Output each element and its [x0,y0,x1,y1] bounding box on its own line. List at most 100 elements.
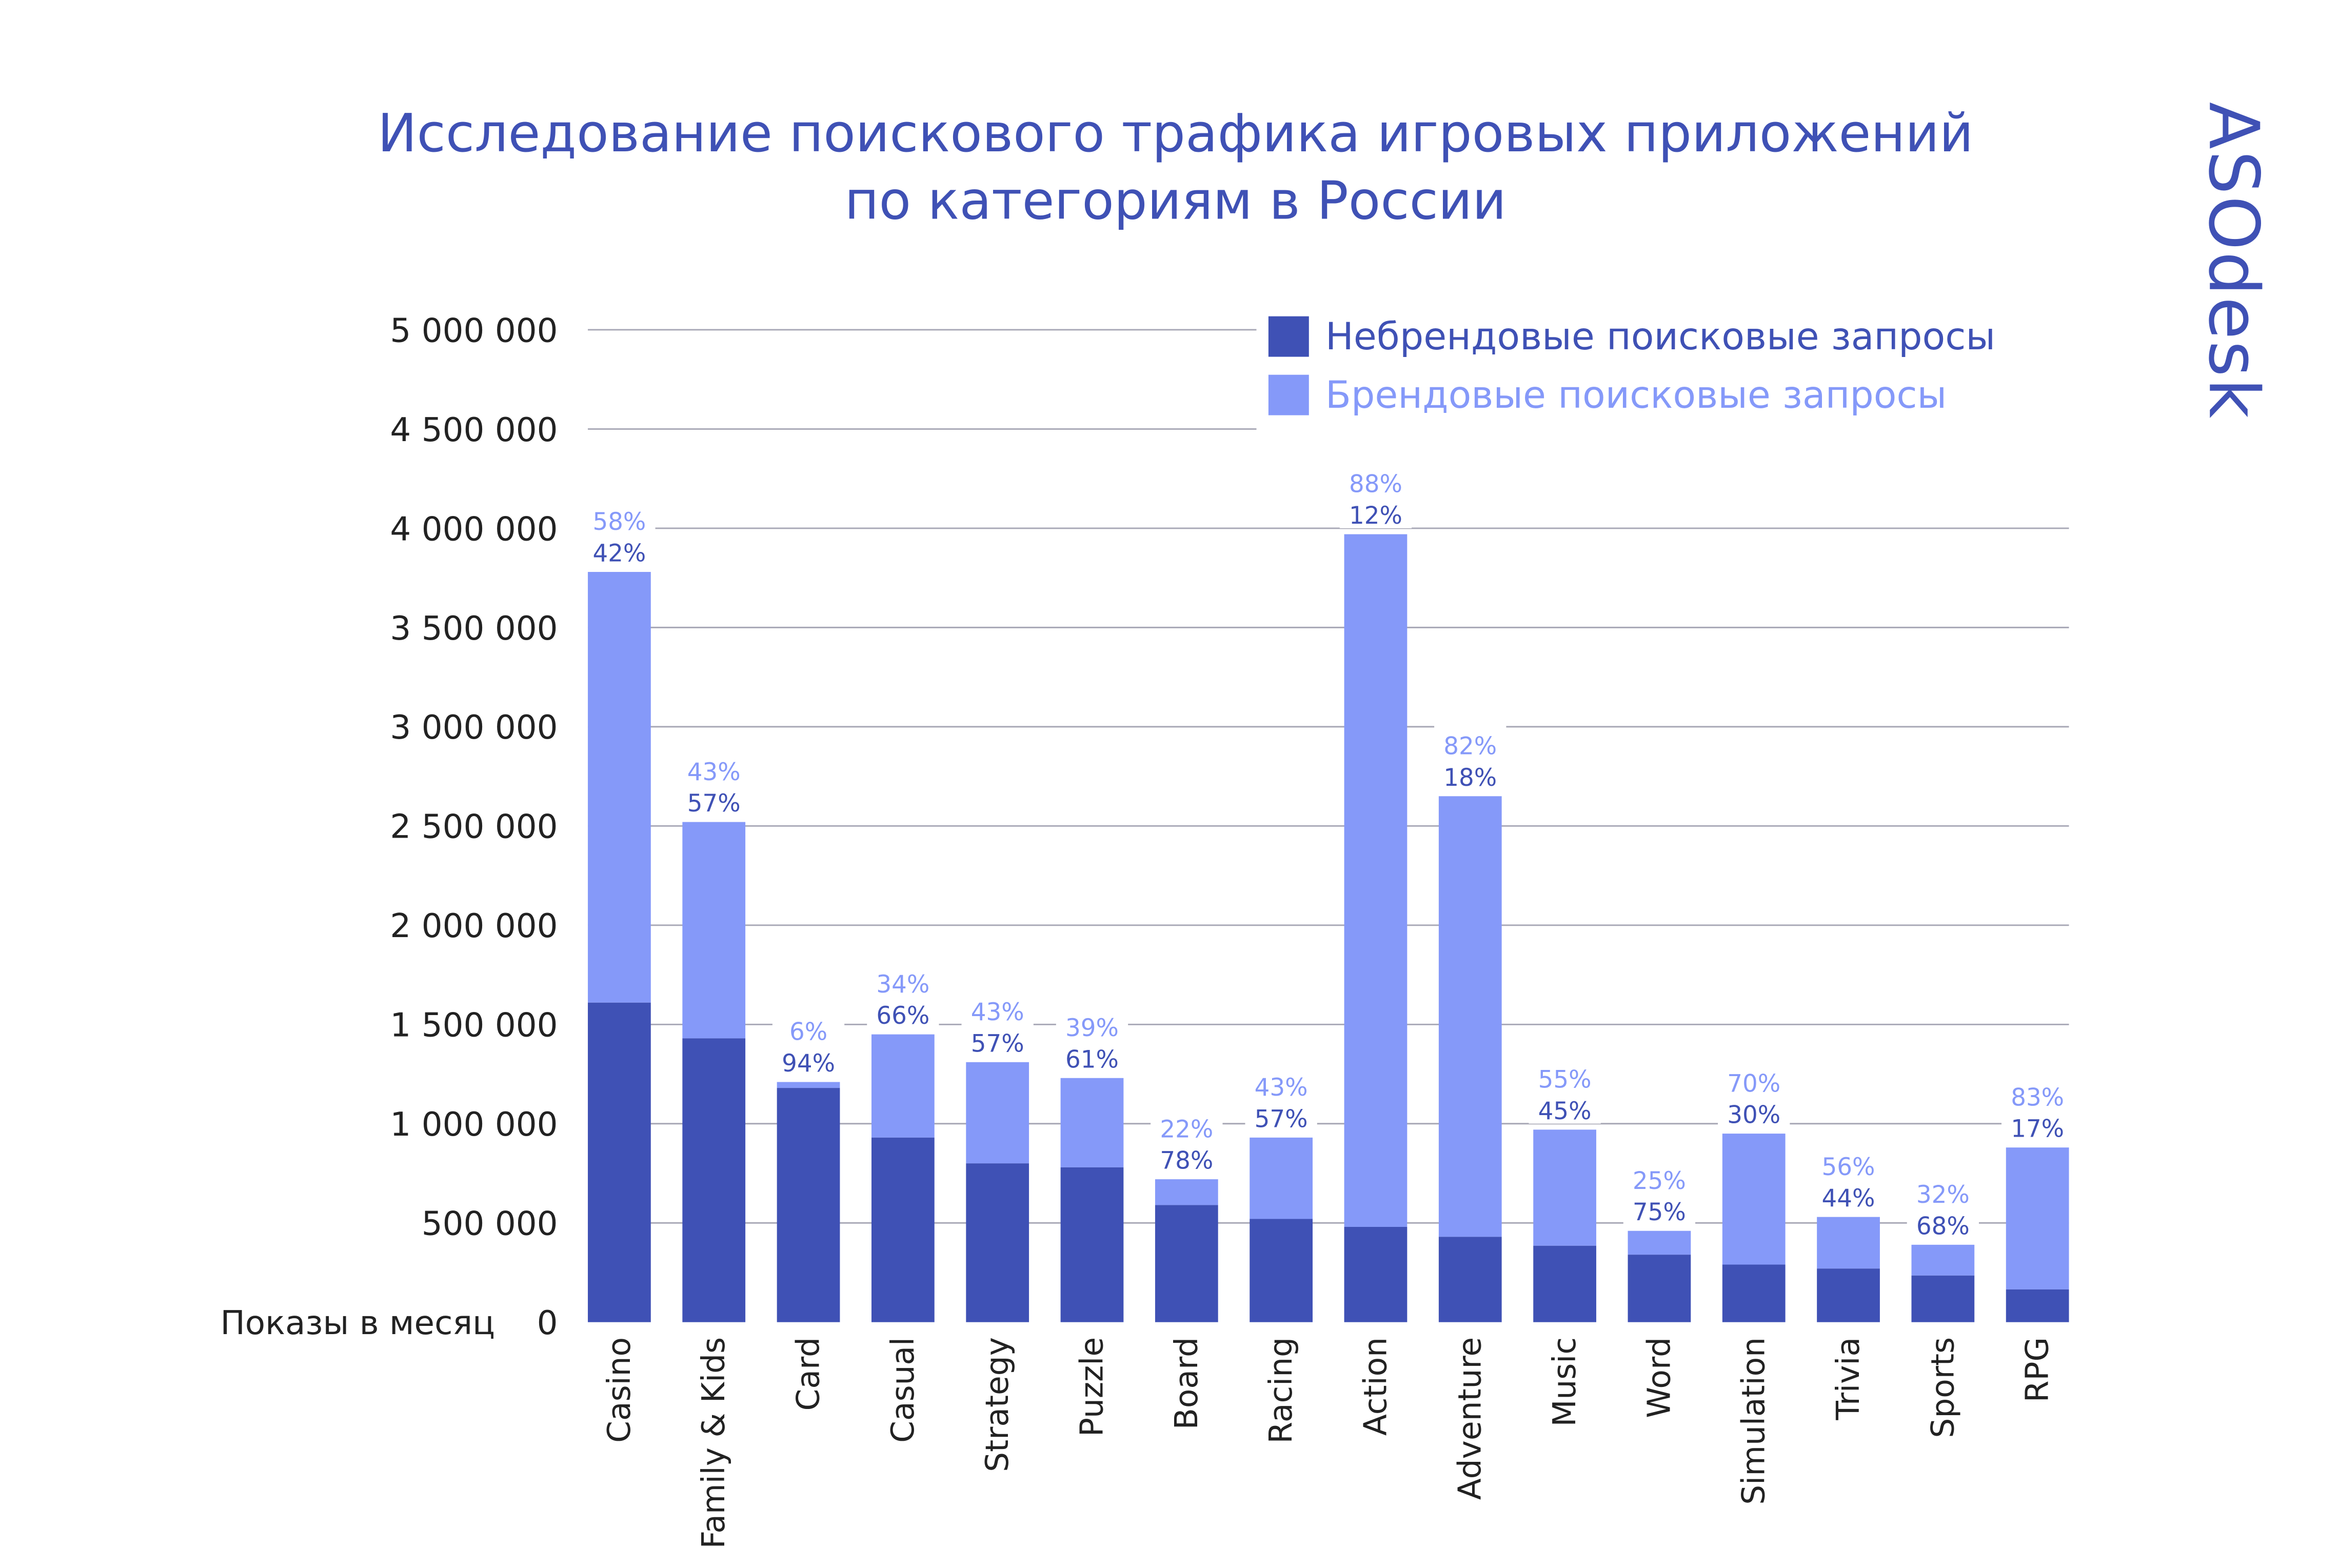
bar-brand [966,1062,1029,1164]
percent-label-brand: 55% [1538,1066,1592,1094]
bar-nonbrand [2006,1289,2069,1322]
category-label: Casual [885,1337,921,1443]
bar-nonbrand [1911,1275,1975,1322]
label-background [1907,1169,1979,1239]
label-background [1245,1062,1317,1132]
bar-brand [1533,1129,1596,1246]
percent-label-brand: 43% [1255,1074,1308,1102]
percent-label-brand: 39% [1065,1015,1119,1042]
bar-nonbrand [871,1137,935,1322]
category-label: RPG [2019,1337,2056,1402]
bar-nonbrand [1155,1205,1218,1322]
chart-title-line-1: Исследование поискового трафика игровых … [378,103,1973,164]
percent-label-brand: 25% [1633,1167,1686,1195]
bar-nonbrand [966,1163,1029,1322]
bar-brand [1155,1179,1218,1205]
bar-brand [1722,1134,1786,1265]
bar-brand [1438,796,1502,1237]
percent-label-nonbrand: 45% [1538,1098,1592,1125]
percent-label-nonbrand: 57% [687,790,741,818]
y-tick-label: 5 000 000 [390,311,558,350]
bar-brand [1344,534,1408,1227]
bar-nonbrand [1060,1167,1124,1322]
y-tick-label: 2 500 000 [390,808,558,846]
legend-label-brand: Брендовые поисковые запросы [1325,373,1947,417]
percent-label-brand: 70% [1727,1070,1780,1098]
bar-brand [1628,1230,1691,1255]
bar-nonbrand [682,1038,746,1322]
label-background [1529,1055,1601,1124]
percent-label-nonbrand: 61% [1065,1046,1119,1074]
percent-label-brand: 32% [1916,1181,1970,1209]
label-background [1623,1156,1696,1225]
percent-label-nonbrand: 12% [1349,502,1402,530]
category-label: Simulation [1736,1337,1772,1505]
y-tick-label: 2 000 000 [390,907,558,945]
percent-label-nonbrand: 78% [1160,1147,1213,1175]
label-background [1151,1104,1223,1174]
bar-nonbrand [588,1002,651,1322]
percent-label-nonbrand: 57% [1255,1105,1308,1133]
category-label: Casino [601,1337,638,1443]
percent-label-brand: 83% [2011,1084,2064,1112]
label-background [1812,1142,1885,1211]
bar-nonbrand [1533,1245,1596,1322]
percent-label-nonbrand: 66% [876,1002,929,1030]
y-tick-label: 1 000 000 [390,1105,558,1144]
bar-nonbrand [777,1088,840,1322]
percent-label-brand: 56% [1822,1154,1875,1181]
label-background [2001,1073,2074,1142]
category-label: Music [1547,1337,1583,1427]
y-tick-label: 0 [537,1304,558,1342]
percent-label-brand: 34% [876,971,929,999]
category-label: Action [1357,1337,1394,1436]
percent-label-nonbrand: 42% [592,540,646,568]
percent-label-brand: 43% [687,759,741,786]
y-tick-label: 4 500 000 [390,411,558,449]
category-label: Puzzle [1074,1337,1110,1437]
bar-brand [871,1034,935,1138]
category-label: Strategy [979,1337,1016,1472]
y-tick-label: 1 500 000 [390,1006,558,1045]
bar-brand [588,572,651,1003]
bar-nonbrand [1344,1226,1408,1322]
bar-brand [777,1082,840,1088]
bar-brand [1060,1078,1124,1167]
percent-label-nonbrand: 30% [1727,1102,1780,1129]
percent-label-brand: 6% [789,1019,827,1046]
legend-swatch-brand [1268,374,1309,415]
category-label: Racing [1263,1337,1299,1444]
y-axis: 0 500 000 1 000 000 1 500 000 2 000 000 2 500… [390,311,558,1342]
percent-label-brand: 43% [971,999,1024,1026]
label-background [678,747,750,816]
bar-brand [1817,1217,1880,1269]
y-tick-label: 500 000 [422,1205,558,1243]
category-label: Word [1641,1337,1677,1418]
percent-label-brand: 88% [1349,471,1402,499]
category-label: Adventure [1452,1337,1489,1500]
percent-label-brand: 58% [592,508,646,536]
bar-nonbrand [1722,1264,1786,1322]
category-label: Trivia [1830,1337,1867,1421]
legend-swatch-nonbrand [1268,316,1309,357]
bar-brand [1911,1244,1975,1276]
label-background [1339,459,1412,528]
bars: 42% 58% Casino 57% 43% Family & Kids 94% 6% Card… [583,459,2074,1549]
y-tick-label: 4 000 000 [390,510,558,548]
label-background [961,987,1034,1057]
percent-label-nonbrand: 68% [1916,1213,1970,1240]
y-tick-label: 3 000 000 [390,708,558,747]
category-label: Card [790,1337,827,1411]
percent-label-nonbrand: 57% [971,1030,1024,1058]
legend-label-nonbrand: Небрендовые поисковые запросы [1325,315,1995,359]
label-background [867,959,939,1028]
percent-label-brand: 82% [1443,732,1497,760]
bar-brand [1250,1137,1313,1219]
label-background [583,497,656,566]
percent-label-brand: 22% [1160,1116,1213,1143]
bar-nonbrand [1438,1237,1502,1322]
asodesk-logo: ASOdesk [2193,102,2274,420]
percent-label-nonbrand: 44% [1822,1185,1875,1213]
chart-title-line-2: по категориям в России [845,171,1507,232]
